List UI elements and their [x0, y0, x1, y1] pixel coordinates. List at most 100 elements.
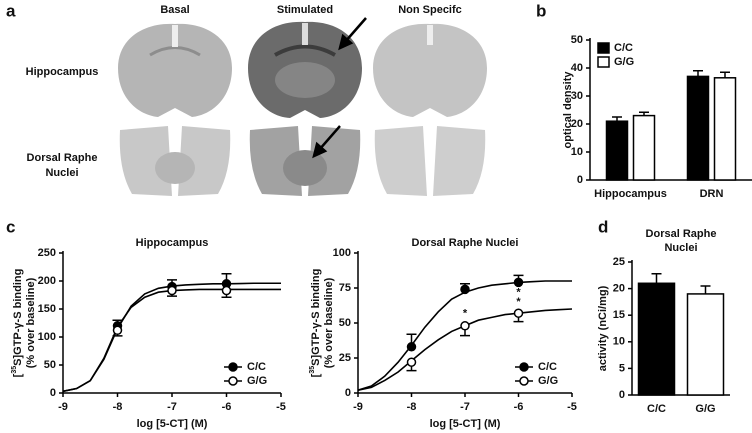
- x-tick-label: -9: [353, 401, 363, 413]
- data-point: [112, 325, 123, 336]
- annotation: *: [516, 286, 521, 298]
- legend-marker: [519, 376, 529, 386]
- legend-swatch: [597, 56, 610, 68]
- y-tick-label: 250: [38, 247, 56, 259]
- x-axis-label: log [5-CT] (M): [137, 418, 208, 430]
- data-point: [513, 277, 524, 288]
- y-tick-label: 50: [571, 34, 583, 46]
- annotation: *: [463, 307, 468, 319]
- panel-letter: a: [6, 1, 16, 20]
- bar: [686, 293, 725, 396]
- column-label: Stimulated: [277, 4, 333, 16]
- chart-title: Hippocampus: [136, 237, 209, 249]
- y-tick-label: 25: [339, 352, 351, 364]
- column-label: Non Specifc: [398, 4, 462, 16]
- y-axis-label-part: 35: [309, 366, 316, 374]
- brain-section: [373, 23, 487, 117]
- x-tick-label: G/G: [695, 403, 715, 415]
- x-tick-label: -6: [514, 401, 524, 413]
- x-tick-label: Hippocampus: [594, 188, 667, 200]
- error-bar: [651, 272, 662, 284]
- legend-label: G/G: [247, 375, 267, 387]
- y-axis-label: activity (nCi/mg): [597, 285, 609, 371]
- y-tick-label: 50: [44, 359, 56, 371]
- brain-section: [249, 126, 361, 196]
- y-axis-label-part: S]GTP-γ-S binding: [310, 269, 322, 366]
- y-tick-label: 50: [339, 317, 351, 329]
- panel-letter: b: [536, 1, 546, 20]
- brain-section: [374, 126, 486, 196]
- panel-letter: c: [6, 217, 15, 236]
- bar: [605, 120, 629, 181]
- y-tick-label: 100: [38, 331, 56, 343]
- error-bar: [720, 71, 730, 78]
- data-point: [221, 285, 232, 296]
- annotation: *: [516, 296, 521, 308]
- row-label: Nuclei: [45, 167, 78, 179]
- x-tick-label: -6: [222, 401, 232, 413]
- chart-title: Dorsal Raphe: [646, 228, 717, 240]
- x-axis-label: log [5-CT] (M): [430, 418, 501, 430]
- y-axis-label-part: [: [310, 373, 322, 377]
- y-axis-label-part: [: [12, 373, 24, 377]
- legend-label: G/G: [538, 375, 558, 387]
- x-tick-label: C/C: [647, 403, 666, 415]
- y-tick-label: 5: [619, 362, 625, 374]
- bar: [686, 75, 710, 181]
- data-point: [513, 308, 524, 318]
- error-bar: [693, 70, 703, 77]
- data-point: [460, 321, 470, 331]
- y-tick-label: 25: [613, 256, 625, 268]
- error-bar: [700, 285, 711, 294]
- panel-a: a Basal Stimulated Non Specifc Hippocamp…: [6, 1, 487, 196]
- y-axis-label: (% over baseline): [323, 277, 335, 368]
- x-tick-label: -8: [407, 401, 417, 413]
- bar: [637, 282, 676, 396]
- y-tick-label: 10: [613, 336, 625, 348]
- x-tick-label: -7: [460, 401, 470, 413]
- legend-label: C/C: [614, 42, 633, 54]
- brain-section: [248, 21, 362, 118]
- y-tick-label: 40: [571, 62, 583, 74]
- x-tick-label: -8: [113, 401, 123, 413]
- y-tick-label: 200: [38, 275, 56, 287]
- y-axis-label: (% over baseline): [25, 277, 37, 368]
- data-point: [406, 357, 417, 367]
- brain-section: [118, 23, 232, 117]
- arrow: [312, 17, 367, 159]
- bar: [632, 114, 656, 181]
- chart-title: Nuclei: [664, 242, 697, 254]
- data-point: [167, 285, 177, 296]
- legend-swatch: [597, 42, 610, 54]
- legend-marker: [228, 376, 238, 386]
- chart-title: Dorsal Raphe Nuclei: [412, 237, 519, 249]
- y-axis-label: optical density: [562, 71, 574, 149]
- y-tick-label: 0: [50, 387, 56, 399]
- brain-section: [119, 126, 231, 196]
- y-tick-label: 100: [333, 247, 351, 259]
- legend-label: C/C: [538, 361, 557, 373]
- x-tick-label: -5: [567, 401, 577, 413]
- y-axis-label-part: S]GTP-γ-S binding: [12, 269, 24, 366]
- x-tick-label: DRN: [700, 188, 724, 200]
- x-tick-label: -7: [167, 401, 177, 413]
- y-tick-label: 0: [577, 174, 583, 186]
- legend-label: G/G: [614, 56, 634, 68]
- panel-letter: d: [598, 217, 608, 236]
- y-tick-label: 20: [613, 283, 625, 295]
- y-axis-label: [35S]GTP-γ-S binding: [11, 269, 24, 378]
- y-tick-label: 75: [339, 282, 351, 294]
- legend-marker: [519, 362, 529, 372]
- y-axis-label: [35S]GTP-γ-S binding: [309, 269, 322, 378]
- row-label: Dorsal Raphe: [27, 152, 98, 164]
- legend-label: C/C: [247, 361, 266, 373]
- y-axis-label-part: 35: [11, 366, 18, 374]
- y-tick-label: 20: [571, 118, 583, 130]
- y-tick-label: 15: [613, 309, 625, 321]
- x-tick-label: -5: [276, 401, 286, 413]
- data-point: [460, 284, 470, 295]
- row-label: Hippocampus: [26, 66, 99, 78]
- y-tick-label: 0: [345, 387, 351, 399]
- bar: [713, 77, 737, 181]
